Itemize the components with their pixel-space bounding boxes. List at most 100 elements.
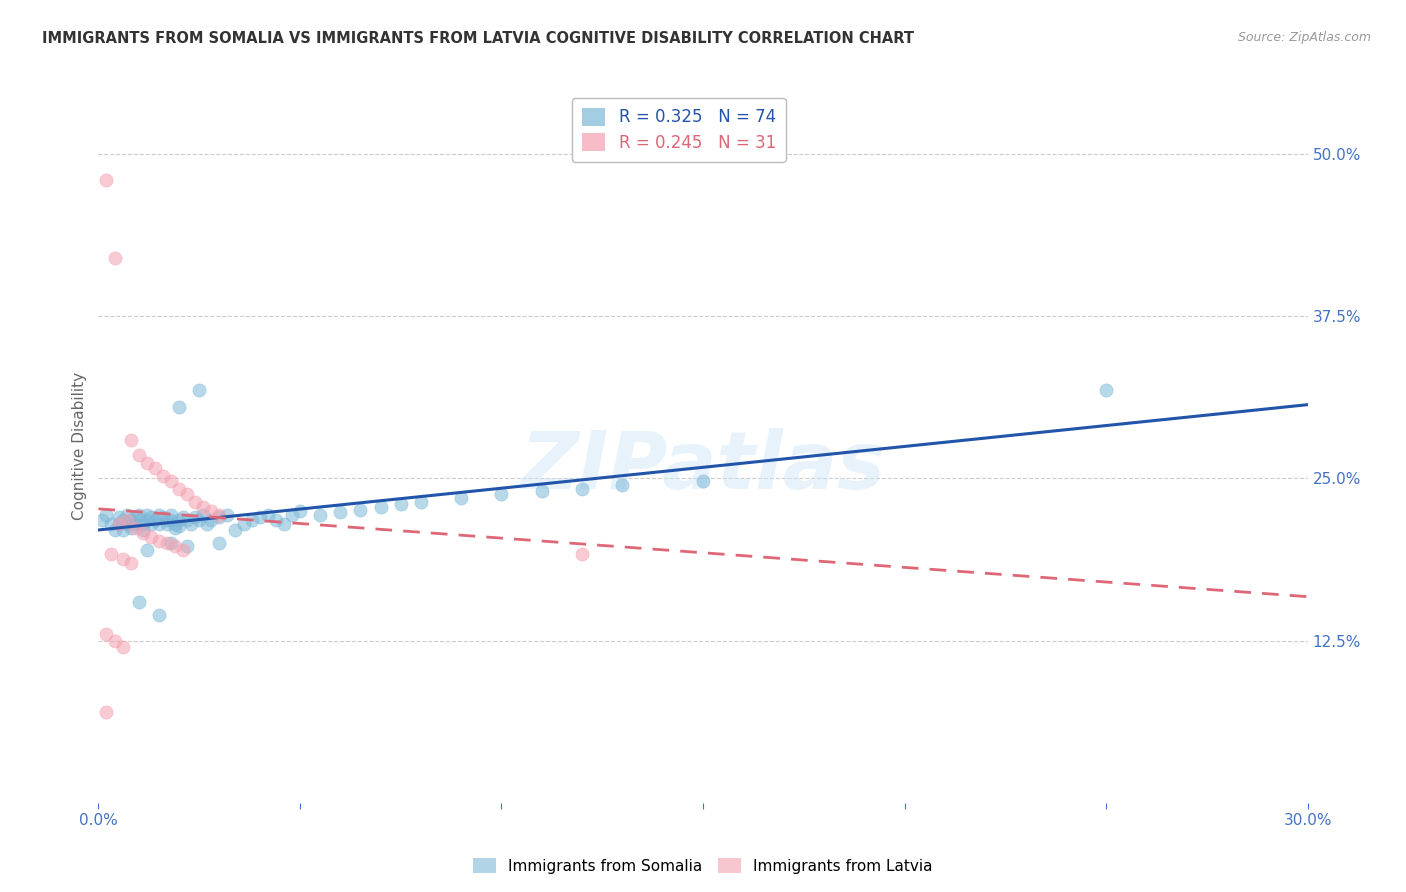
Point [148, 533, 170, 548]
Point [409, 495, 432, 509]
Point [217, 508, 239, 522]
Point [176, 487, 198, 501]
Text: IMMIGRANTS FROM SOMALIA VS IMMIGRANTS FROM LATVIA COGNITIVE DISABILITY CORRELATI: IMMIGRANTS FROM SOMALIA VS IMMIGRANTS FR… [42, 31, 914, 46]
Point [188, 513, 211, 527]
Point [111, 513, 134, 527]
Point [163, 516, 186, 531]
Point [176, 513, 198, 527]
Legend: Immigrants from Somalia, Immigrants from Latvia: Immigrants from Somalia, Immigrants from… [467, 852, 939, 880]
Point [120, 513, 142, 527]
Point [184, 495, 207, 509]
Point [91, 513, 114, 527]
Point [208, 510, 231, 524]
Point [120, 433, 142, 447]
Point [103, 524, 125, 538]
Point [115, 508, 138, 522]
Point [135, 508, 157, 522]
Point [167, 513, 190, 527]
Point [115, 516, 138, 531]
Point [288, 504, 311, 518]
Point [224, 524, 246, 538]
Point [193, 500, 215, 514]
Point [115, 513, 138, 527]
Point [571, 547, 593, 561]
Point [249, 510, 271, 524]
Point [309, 508, 332, 522]
Point [195, 516, 218, 531]
Point [100, 516, 122, 531]
Point [1095, 383, 1118, 397]
Point [103, 633, 125, 648]
Point [107, 510, 129, 524]
Point [111, 640, 134, 654]
Point [176, 539, 198, 553]
Point [96, 705, 118, 719]
Point [172, 510, 194, 524]
Point [389, 497, 412, 511]
Point [273, 516, 295, 531]
Point [156, 536, 179, 550]
Point [135, 513, 157, 527]
Text: ZIPatlas: ZIPatlas [520, 428, 886, 507]
Point [96, 173, 118, 187]
Point [143, 461, 166, 475]
Point [167, 400, 190, 414]
Point [240, 513, 263, 527]
Point [167, 482, 190, 496]
Point [167, 519, 190, 533]
Point [200, 504, 222, 518]
Y-axis label: Cognitive Disability: Cognitive Disability [72, 372, 87, 520]
Point [132, 524, 155, 538]
Point [193, 508, 215, 522]
Point [139, 516, 162, 531]
Point [132, 525, 155, 540]
Point [156, 513, 179, 527]
Point [163, 539, 186, 553]
Point [156, 516, 179, 531]
Point [571, 482, 593, 496]
Point [152, 468, 174, 483]
Point [132, 516, 155, 531]
Point [107, 516, 129, 531]
Point [148, 607, 170, 622]
Point [256, 508, 278, 522]
Point [530, 484, 553, 499]
Text: Source: ZipAtlas.com: Source: ZipAtlas.com [1237, 31, 1371, 45]
Point [370, 500, 392, 514]
Point [128, 513, 150, 527]
Point [107, 516, 129, 531]
Point [281, 508, 304, 522]
Point [491, 487, 513, 501]
Point [188, 383, 211, 397]
Point [200, 513, 222, 527]
Point [184, 510, 207, 524]
Legend: R = 0.325   N = 74, R = 0.245   N = 31: R = 0.325 N = 74, R = 0.245 N = 31 [572, 97, 786, 161]
Point [124, 521, 146, 535]
Point [135, 456, 157, 470]
Point [111, 524, 134, 538]
Point [120, 556, 142, 570]
Point [139, 510, 162, 524]
Point [172, 542, 194, 557]
Point [152, 510, 174, 524]
Point [135, 542, 157, 557]
Point [232, 516, 254, 531]
Point [143, 513, 166, 527]
Point [139, 530, 162, 544]
Point [160, 536, 183, 550]
Point [128, 508, 150, 522]
Point [124, 516, 146, 531]
Point [160, 508, 183, 522]
Point [208, 508, 231, 522]
Point [163, 521, 186, 535]
Point [160, 474, 183, 488]
Point [208, 536, 231, 550]
Point [148, 516, 170, 531]
Point [100, 547, 122, 561]
Point [96, 508, 118, 522]
Point [349, 502, 371, 516]
Point [96, 627, 118, 641]
Point [329, 505, 352, 519]
Point [128, 448, 150, 462]
Point [180, 516, 202, 531]
